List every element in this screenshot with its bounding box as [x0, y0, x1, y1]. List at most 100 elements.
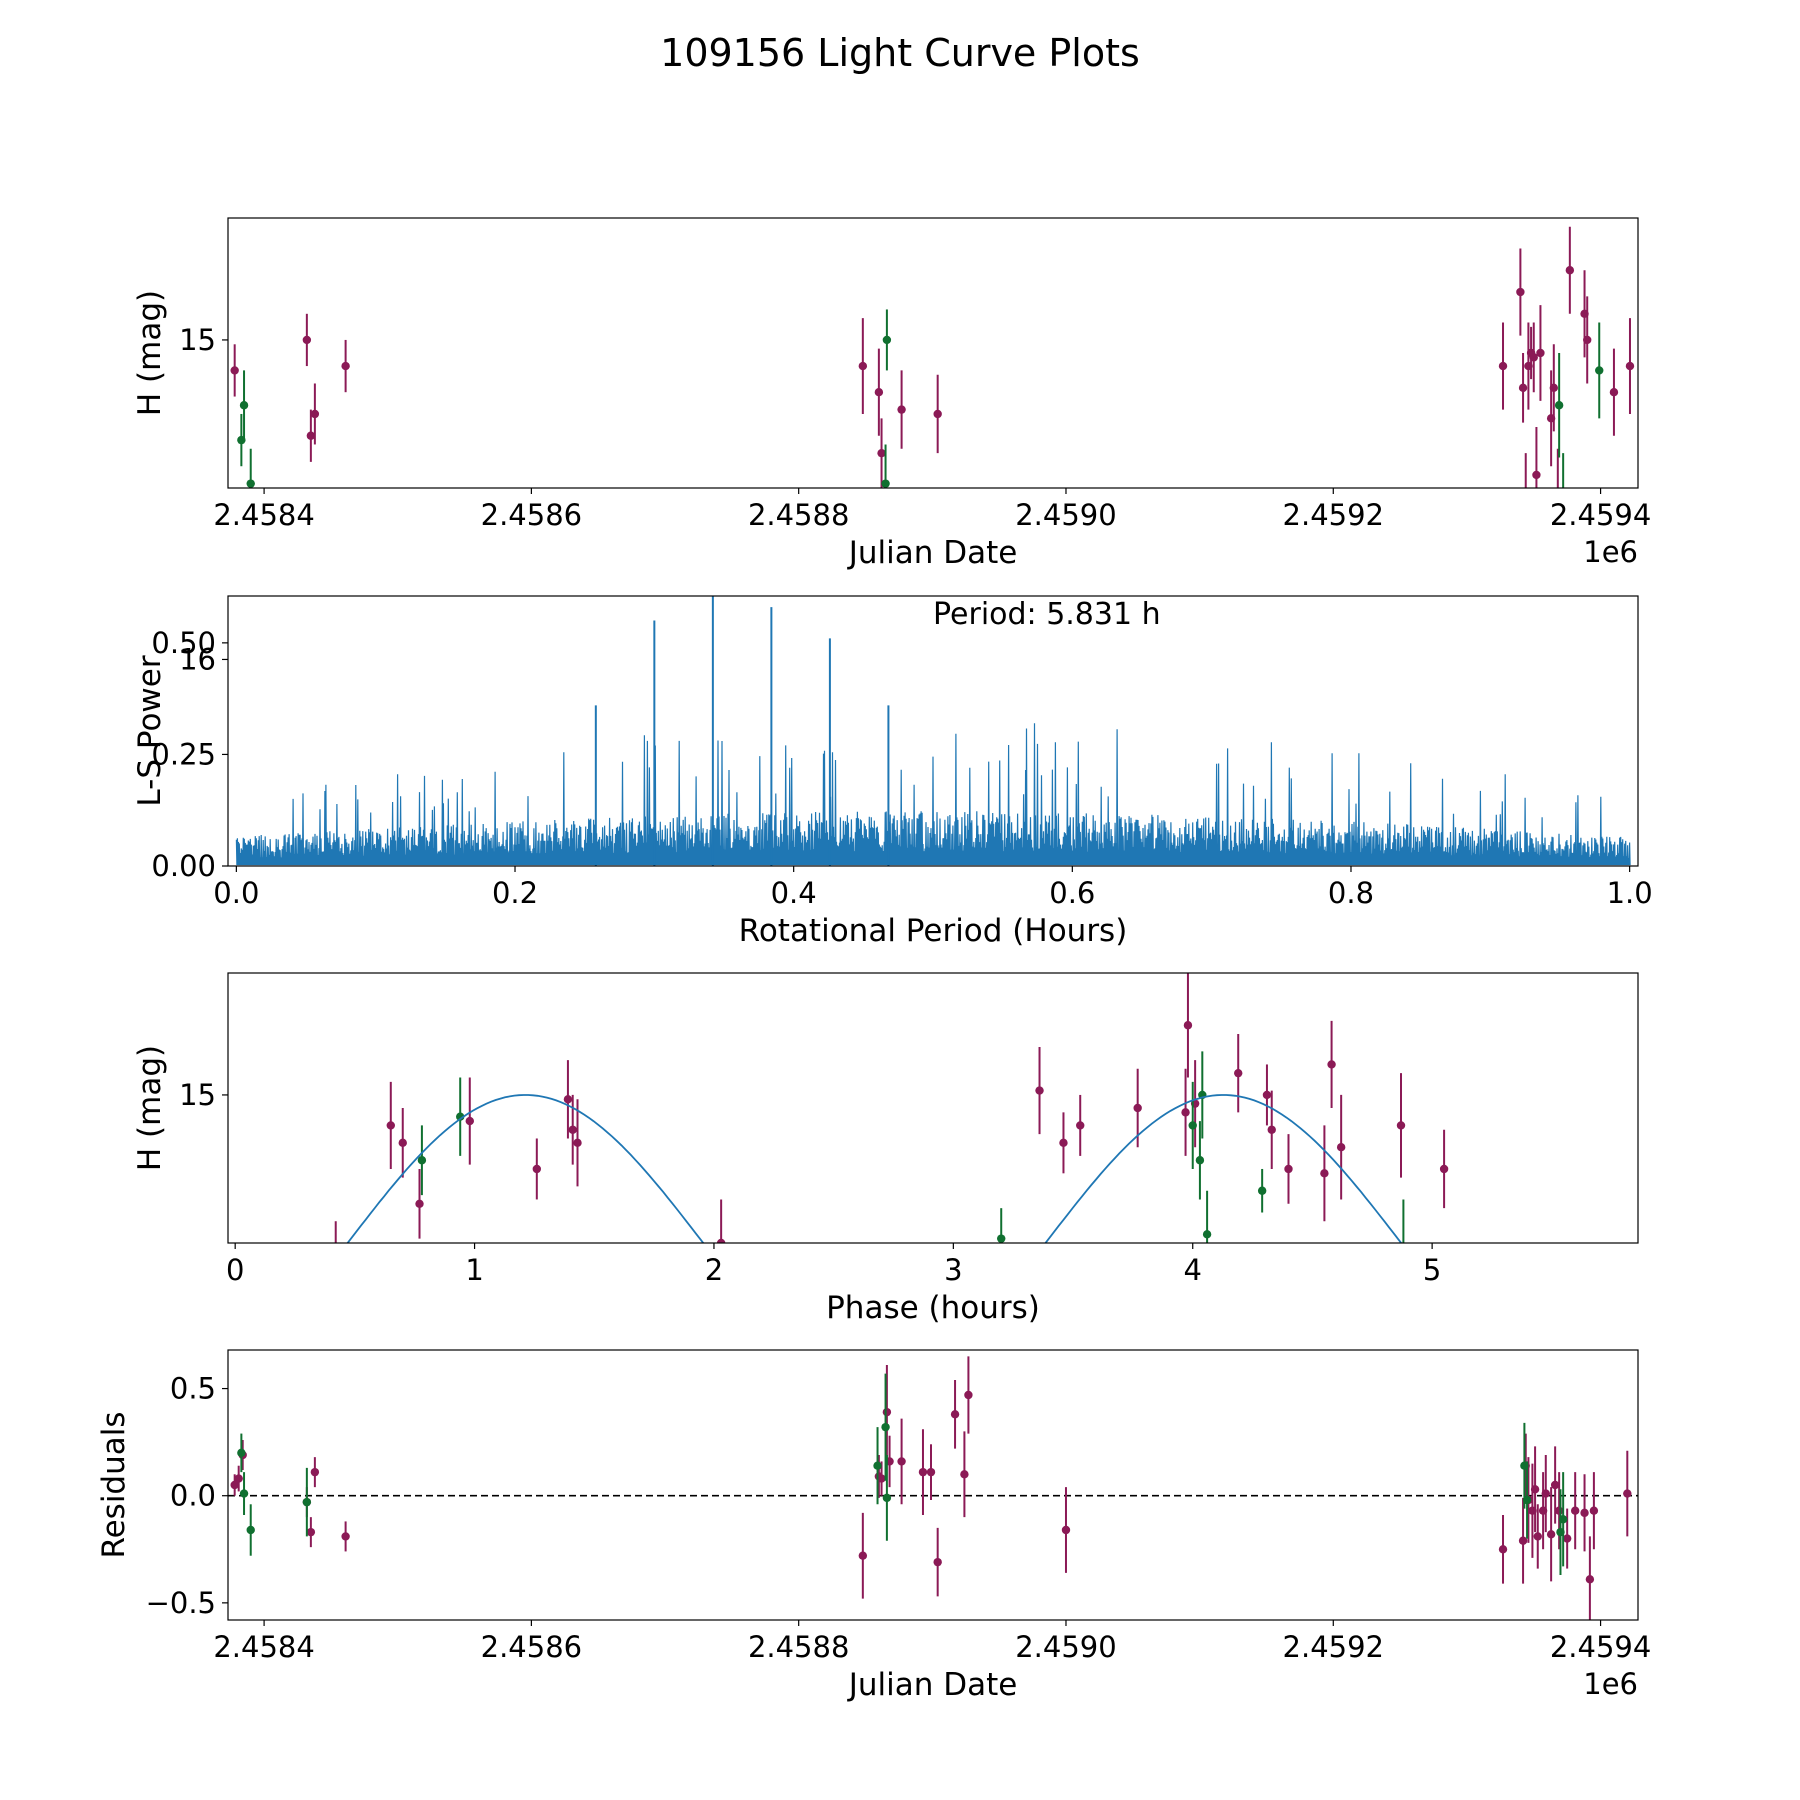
data-point [234, 1474, 243, 1483]
data-point [927, 675, 935, 683]
data-point [1532, 470, 1541, 480]
plot-area-residuals [228, 1356, 1638, 1620]
x-axis-label: Julian Date [847, 1667, 1018, 1703]
data-point [882, 1407, 892, 1417]
data-point [386, 1121, 395, 1130]
data-point [1440, 1308, 1448, 1316]
data-point [923, 1422, 931, 1430]
data-point [1574, 553, 1582, 561]
data-point [1234, 1068, 1243, 1078]
power-spectrum [235, 723, 1631, 866]
plot-area-periodogram [235, 596, 1631, 866]
data-point [881, 1422, 890, 1432]
data-point [310, 409, 320, 419]
x-offset-label: 1e6 [1583, 535, 1638, 569]
data-point [1595, 366, 1604, 375]
data-point [1035, 1086, 1044, 1095]
data-point [897, 1457, 906, 1466]
data-point [897, 405, 906, 414]
data-point [985, 1365, 993, 1373]
axes-frame [227, 217, 1639, 489]
data-point [1516, 287, 1525, 297]
data-point [964, 1390, 973, 1400]
x-tick-label: 2.4594 [1550, 1630, 1651, 1664]
data-point [243, 575, 251, 583]
data-point [933, 409, 942, 419]
data-point [858, 361, 868, 371]
x-tick-label: 0.6 [1049, 876, 1095, 910]
data-point [1059, 1138, 1068, 1148]
y-tick-label: 0.5 [170, 1372, 216, 1406]
data-point [918, 1467, 928, 1477]
x-tick-label: 0.0 [213, 876, 259, 910]
data-point [336, 1295, 344, 1303]
data-point [239, 401, 249, 410]
data-point [874, 387, 884, 397]
period-annotation: Period: 5.831 h [933, 597, 1161, 632]
data-point [341, 1532, 350, 1541]
data-point [1133, 1103, 1142, 1113]
x-axis-label: Phase (hours) [826, 1290, 1040, 1326]
x-tick-label: 2.4590 [1015, 1630, 1116, 1664]
data-point [1396, 1121, 1406, 1130]
data-point [1518, 1536, 1528, 1545]
y-tick-label: 15 [179, 1078, 216, 1112]
data-point [303, 1274, 311, 1282]
data-point [716, 1238, 726, 1243]
data-point [1549, 383, 1559, 393]
data-point [1565, 266, 1575, 275]
data-point [1554, 1506, 1564, 1515]
y-axis-label: H (mag) [132, 1045, 168, 1171]
panel-phased: 0 1 2 3 4 5 15 16 Phase (hours) H (mag) [132, 642, 1639, 1530]
data-point [960, 797, 968, 805]
x-tick-label: 5 [1423, 1253, 1441, 1287]
data-point [246, 1525, 255, 1535]
x-tick-label: 0.8 [1328, 876, 1374, 910]
data-point [926, 1467, 936, 1477]
data-point [1522, 488, 1530, 496]
data-point [415, 1199, 424, 1209]
data-point [1625, 361, 1635, 371]
data-point [1202, 1230, 1212, 1239]
data-point [1062, 797, 1070, 805]
x-tick-label: 2 [705, 1253, 723, 1287]
data-point [1267, 1125, 1276, 1134]
data-point [873, 1461, 882, 1470]
data-point [302, 1497, 312, 1507]
data-point [568, 1125, 577, 1134]
x-tick-label: 2.4584 [213, 1630, 314, 1664]
x-offset-label: 1e6 [1583, 1667, 1638, 1701]
data-point [1195, 1156, 1205, 1165]
data-point [302, 335, 312, 345]
data-point [1560, 562, 1568, 570]
data-point [1570, 1506, 1580, 1515]
data-point [1445, 1287, 1453, 1295]
x-tick-label: 0.2 [492, 876, 538, 910]
data-point [303, 1291, 311, 1299]
data-point [1588, 571, 1596, 579]
data-point [303, 536, 311, 544]
data-point [1181, 1108, 1190, 1117]
data-point [1498, 1545, 1508, 1554]
data-point [1546, 1530, 1556, 1539]
data-point [1558, 1515, 1568, 1524]
y-tick-label: 0.0 [170, 1479, 216, 1513]
data-point [343, 1308, 351, 1316]
data-point [532, 1164, 542, 1174]
data-point [1284, 1164, 1293, 1174]
data-point [1536, 348, 1545, 358]
data-point [956, 1522, 964, 1530]
axes-frame [227, 595, 1639, 867]
data-point [1583, 335, 1592, 345]
x-tick-label: 2.4588 [748, 498, 849, 532]
data-point [960, 1470, 969, 1479]
x-tick-label: 2.4588 [748, 1630, 849, 1664]
data-point [341, 361, 350, 371]
data-point [1580, 1508, 1589, 1518]
data-point [919, 693, 927, 701]
data-point [1327, 1060, 1336, 1069]
plot-area-phased [303, 973, 1453, 1530]
axes-frame [227, 1349, 1639, 1621]
y-tick-label: 0.25 [151, 737, 216, 771]
